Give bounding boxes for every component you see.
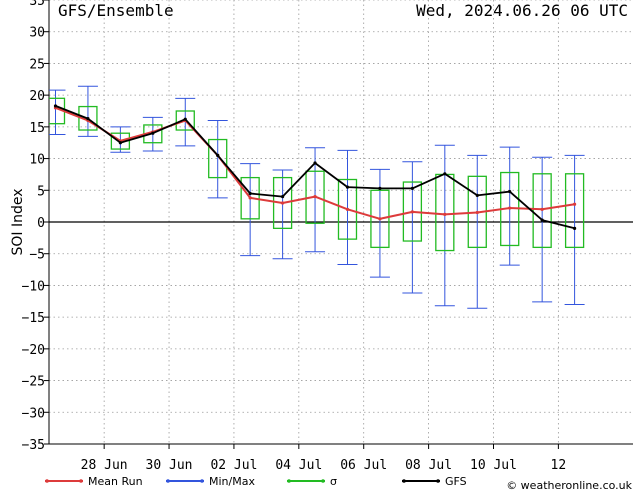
mean-run-point <box>573 202 577 206</box>
mean-run-point <box>508 206 512 210</box>
y-tick-label: −10 <box>22 279 45 294</box>
gfs-point <box>475 193 479 197</box>
legend-marker <box>45 479 49 483</box>
legend-marker <box>79 479 83 483</box>
y-tick-label: 25 <box>29 57 45 72</box>
y-tick-label: 0 <box>37 216 45 231</box>
gfs-point <box>216 153 220 157</box>
y-tick-label: 30 <box>29 26 45 41</box>
gfs-point <box>151 131 155 135</box>
mean-run-point <box>475 210 479 215</box>
gridlines <box>49 0 633 445</box>
sigma-box <box>402 181 423 242</box>
y-tick-label: −30 <box>22 406 45 421</box>
gfs-point <box>248 191 252 196</box>
gfs-point <box>53 104 58 108</box>
legend-marker <box>166 479 170 483</box>
y-tick-label: 35 <box>29 0 45 9</box>
gfs-point <box>313 161 317 165</box>
sigma-box <box>564 173 585 249</box>
gfs-point <box>118 141 122 145</box>
x-tick-label: 04 Jul <box>275 458 322 473</box>
mean-run-point <box>313 195 317 199</box>
x-tick-label: 10 Jul <box>470 458 517 473</box>
gfs-point <box>281 195 285 199</box>
y-tick-label: −25 <box>22 375 45 390</box>
legend-label: Mean Run <box>88 475 143 488</box>
y-tick-label: 20 <box>29 89 45 104</box>
legend-label: Min/Max <box>209 475 255 488</box>
x-tick-label: 28 Jun <box>81 458 128 473</box>
y-tick-label: −20 <box>22 343 45 358</box>
gfs-point <box>345 185 350 189</box>
sigma-box <box>110 132 131 150</box>
legend-marker <box>287 479 291 483</box>
run-date-label: Wed, 2024.06.26 06 UTC <box>416 1 628 20</box>
x-tick-label: 30 Jun <box>146 458 193 473</box>
gfs-point <box>540 218 544 222</box>
legend: Mean Run Min/Max σ GFS <box>45 475 467 488</box>
y-tick-label: 5 <box>37 184 45 199</box>
x-tick-labels: 28 Jun 30 Jun 02 Jul 04 Jul 06 Jul 08 Jul 10 J… <box>81 458 567 473</box>
gfs-point <box>183 117 187 121</box>
legend-marker <box>402 479 406 483</box>
y-axis-label: SOI Index <box>10 188 26 255</box>
x-tick-label: 12 <box>551 458 567 473</box>
legend-marker <box>436 479 440 483</box>
sigma-box <box>370 189 390 249</box>
gfs-point <box>378 186 382 190</box>
sigma-box <box>208 138 228 179</box>
gfs-point <box>86 117 90 121</box>
sigma-box <box>337 178 358 240</box>
y-tick-label: −15 <box>22 311 45 326</box>
sigma-box <box>532 173 552 249</box>
gfs-point <box>410 186 414 190</box>
legend-label: σ <box>330 475 337 488</box>
gfs-point <box>443 172 447 176</box>
y-tick-labels: 35 30 25 20 15 10 5 0 −5 −10 −15 −20 −25 −30 −35 <box>22 0 45 453</box>
sigma-box <box>175 110 195 131</box>
x-tick-label: 06 Jul <box>340 458 387 473</box>
y-tick-label: −35 <box>22 438 45 453</box>
y-tick-label: 10 <box>29 153 45 168</box>
sigma-box <box>305 170 325 224</box>
mean-run-point <box>248 196 252 200</box>
x-tick-label: 02 Jul <box>210 458 257 473</box>
plot-data <box>49 85 585 309</box>
x-tick-label: 08 Jul <box>405 458 452 473</box>
credit-text: © weatheronline.co.uk <box>506 479 632 490</box>
legend-marker <box>200 479 204 483</box>
sigma-box <box>272 176 293 229</box>
mean-run-point <box>281 201 285 205</box>
gfs-point <box>508 189 512 194</box>
mean-run-point <box>410 210 414 214</box>
chart-title: GFS/Ensemble <box>58 1 174 20</box>
mean-run-point <box>540 207 544 211</box>
axes <box>44 0 633 449</box>
y-tick-label: 15 <box>29 121 45 136</box>
legend-label: GFS <box>445 475 467 488</box>
mean-run-point <box>345 207 350 211</box>
sigma-box <box>78 105 98 131</box>
mean-run-point <box>443 212 447 216</box>
sigma-box <box>240 176 260 220</box>
legend-marker <box>321 479 325 483</box>
mean-run-point <box>378 217 382 221</box>
gfs-point <box>573 226 577 230</box>
y-tick-label: −5 <box>29 248 45 263</box>
